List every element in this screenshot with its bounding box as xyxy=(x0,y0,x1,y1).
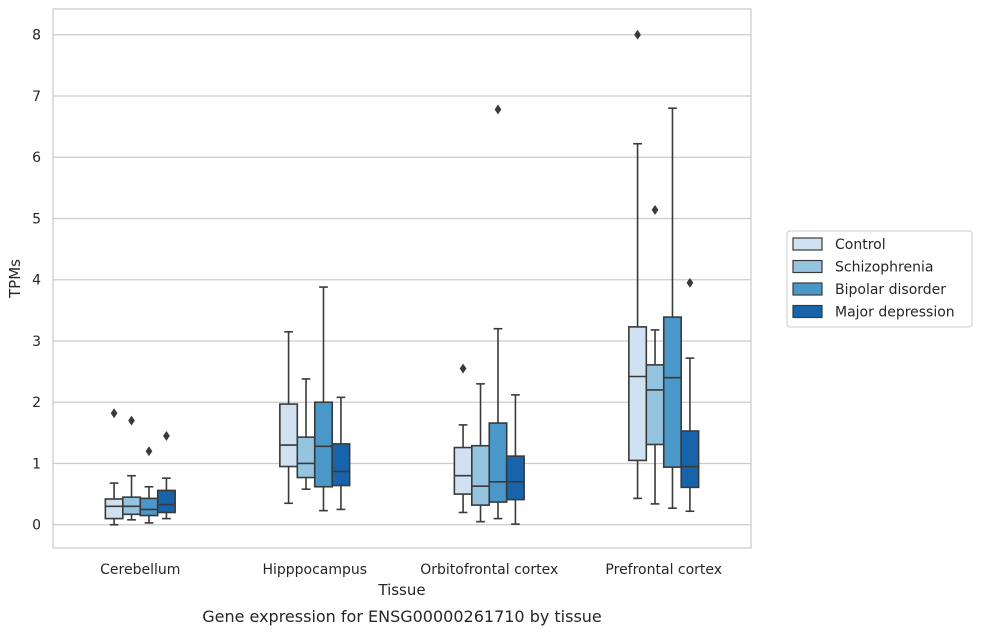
outlier-point xyxy=(459,363,467,374)
box-1-1 xyxy=(296,378,316,491)
legend: Control Schizophrenia Bipolar disorder Majo… xyxy=(786,230,973,328)
box-0-1 xyxy=(122,415,142,521)
legend-label: Bipolar disorder xyxy=(835,282,946,298)
box-2-0 xyxy=(453,363,473,514)
legend-swatch xyxy=(792,259,823,274)
box-groups xyxy=(104,29,700,526)
outlier-point xyxy=(163,430,170,441)
outlier-point xyxy=(494,104,502,115)
legend-label: Schizophrenia xyxy=(835,260,933,276)
box-3-0 xyxy=(628,29,648,500)
outlier-point xyxy=(128,415,135,426)
box-iqr xyxy=(104,498,124,520)
box-iqr xyxy=(470,444,491,506)
x-tick-label: Orbitofrontal cortex xyxy=(420,562,558,578)
box-3-3 xyxy=(680,277,700,513)
box-iqr xyxy=(662,316,683,468)
box-iqr xyxy=(488,422,508,503)
x-axis-ticks: Cerebellum Hipppocampus Orbitofrontal cort… xyxy=(100,562,722,578)
box-iqr xyxy=(453,446,473,495)
box-0-0 xyxy=(104,408,124,526)
box-1-2 xyxy=(313,286,334,512)
legend-swatch xyxy=(792,304,823,319)
figure-caption: Gene expression for ENSG00000261710 by t… xyxy=(202,607,602,626)
box-3-1 xyxy=(645,204,665,505)
box-2-1 xyxy=(470,383,491,523)
legend-label: Major depression xyxy=(835,305,955,321)
y-tick-label: 1 xyxy=(32,456,41,472)
box-iqr xyxy=(279,403,299,468)
box-0-3 xyxy=(156,430,176,520)
box-iqr xyxy=(645,364,665,446)
box-1-3 xyxy=(331,396,351,511)
y-tick-label: 5 xyxy=(32,211,41,227)
outlier-point xyxy=(634,29,641,40)
y-tick-label: 7 xyxy=(32,89,41,105)
outlier-point xyxy=(145,446,153,457)
box-2-2 xyxy=(488,104,508,520)
box-iqr xyxy=(313,401,334,488)
x-axis-title: Tissue xyxy=(377,581,425,599)
y-tick-label: 3 xyxy=(32,334,41,350)
legend-swatch xyxy=(792,237,823,251)
outlier-point xyxy=(110,408,118,419)
y-axis-title: TPMs xyxy=(6,259,24,299)
y-axis-ticks: 0 1 2 3 4 5 6 7 8 xyxy=(32,28,41,534)
box-2-3 xyxy=(505,394,525,525)
y-tick-label: 8 xyxy=(32,28,41,44)
x-tick-label: Cerebellum xyxy=(100,562,180,578)
x-tick-label: Hipppocampus xyxy=(262,562,367,578)
legend-label: Control xyxy=(835,237,886,253)
legend-frame xyxy=(786,230,973,328)
grid-lines xyxy=(53,34,751,526)
legend-swatch xyxy=(792,282,823,296)
outlier-point xyxy=(651,204,659,215)
box-1-0 xyxy=(279,330,299,505)
plot-area-frame xyxy=(52,8,752,549)
box-0-2 xyxy=(139,446,159,524)
box-iqr xyxy=(331,443,351,487)
outlier-point xyxy=(686,277,694,288)
box-iqr xyxy=(296,436,316,479)
x-tick-label: Prefrontal cortex xyxy=(605,562,722,578)
y-tick-label: 0 xyxy=(32,518,41,534)
y-tick-label: 4 xyxy=(32,273,41,289)
box-iqr xyxy=(139,497,159,517)
box-iqr xyxy=(156,489,176,514)
box-iqr xyxy=(505,455,525,501)
box-iqr xyxy=(680,430,700,489)
y-tick-label: 2 xyxy=(32,395,41,411)
y-tick-label: 6 xyxy=(32,150,41,166)
box-3-2 xyxy=(662,107,683,509)
box-iqr xyxy=(628,326,648,462)
